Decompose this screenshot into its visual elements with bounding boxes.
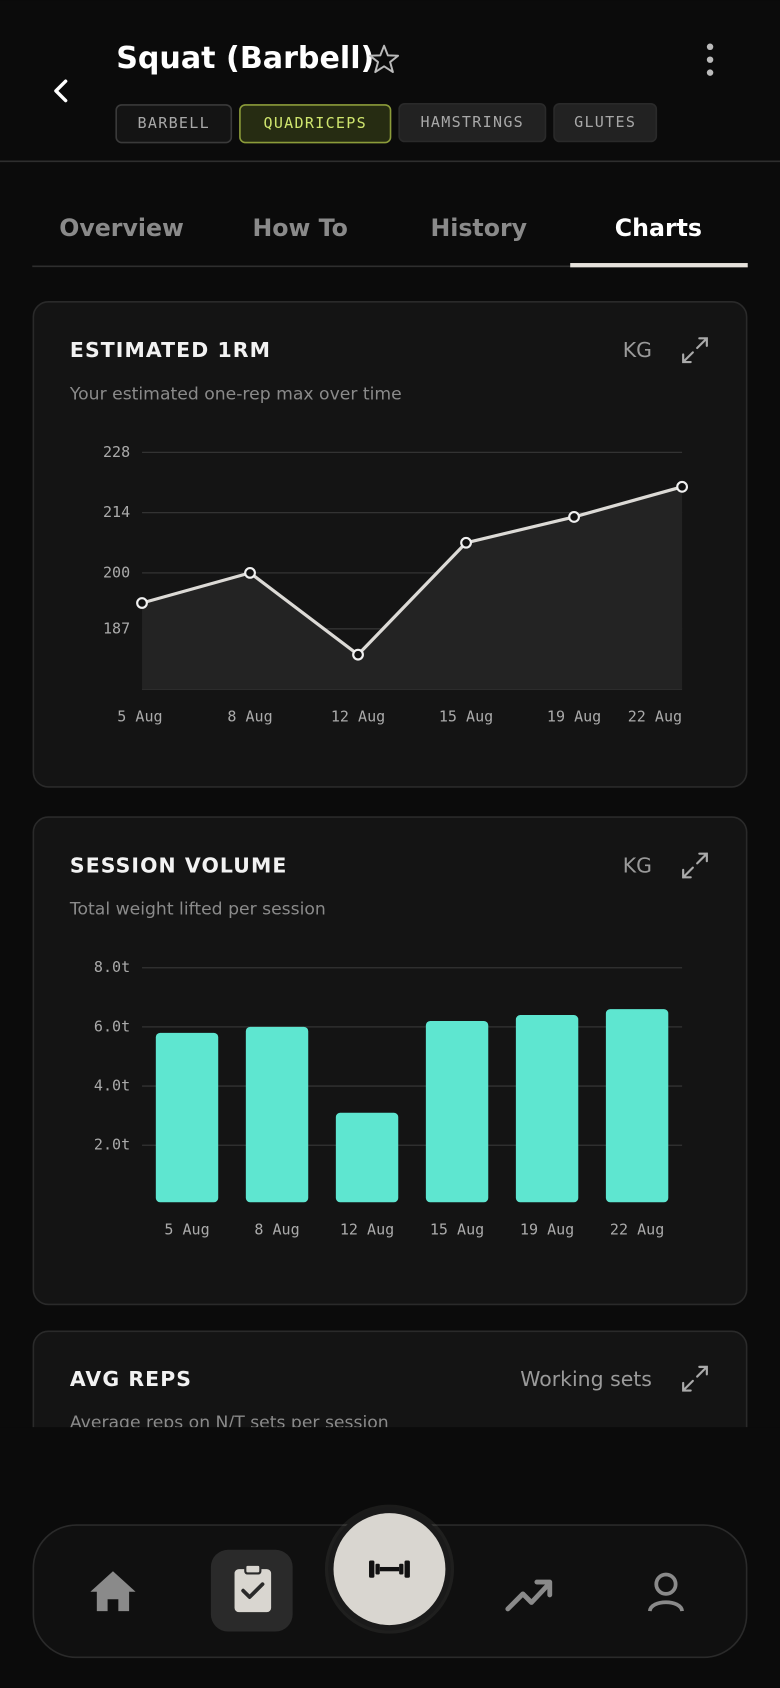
x-tick-label: 5 Aug — [117, 708, 162, 726]
active-tab-indicator — [570, 263, 748, 268]
x-tick-label: 15 Aug — [439, 708, 493, 726]
line — [141, 485, 683, 657]
tag-background — [398, 102, 547, 143]
bar — [425, 1020, 489, 1203]
muscle-tag: HAMSTRINGS — [398, 102, 547, 143]
x-tick-label: 22 Aug — [628, 708, 682, 726]
expand-button[interactable] — [682, 337, 708, 364]
tag-background — [239, 104, 392, 144]
tab[interactable]: How To — [252, 214, 347, 242]
x-tick-label: 15 Aug — [430, 1221, 484, 1239]
tag-background — [553, 102, 658, 143]
x-tick-label: 22 Aug — [610, 1221, 664, 1239]
muscle-tag: QUADRICEPS — [239, 104, 392, 144]
data-point — [244, 566, 256, 579]
x-tick-label: 12 Aug — [340, 1221, 394, 1239]
muscle-tag: BARBELL — [115, 104, 233, 144]
tag-label: BARBELL — [138, 114, 210, 132]
card-unit: KG — [623, 338, 652, 362]
tab[interactable]: Charts — [615, 214, 702, 242]
tab[interactable]: History — [430, 214, 527, 242]
tag-background — [115, 104, 233, 144]
y-tick-label: 6.0t — [94, 1017, 130, 1035]
chart-card: ESTIMATED 1RM KG Your estimated one-rep ma… — [32, 300, 748, 788]
data-point — [136, 597, 148, 609]
chart-card: SESSION VOLUME KG Total weight lifted per … — [32, 816, 748, 1306]
x-tick-label: 19 Aug — [547, 708, 601, 726]
data-point — [460, 536, 472, 549]
menu-button[interactable] — [706, 43, 714, 76]
nav-home[interactable] — [90, 1571, 136, 1612]
y-tick-label: 2.0t — [94, 1136, 130, 1154]
card-title: AVG REPS — [70, 1367, 192, 1391]
back-button[interactable] — [54, 79, 68, 103]
y-tick-label: 214 — [103, 503, 130, 521]
bar — [515, 1015, 579, 1203]
nav-profile[interactable] — [647, 1572, 684, 1612]
y-tick-label: 200 — [103, 563, 130, 581]
bar — [605, 1009, 669, 1203]
card-title: ESTIMATED 1RM — [70, 338, 271, 362]
y-tick-label: 8.0t — [94, 958, 130, 976]
y-tick-label: 4.0t — [94, 1077, 130, 1095]
x-tick-label: 12 Aug — [331, 708, 385, 726]
nav-start-workout[interactable] — [324, 1504, 455, 1634]
expand-button[interactable] — [682, 1365, 708, 1392]
x-tick-label: 5 Aug — [164, 1221, 209, 1239]
favorite-star[interactable] — [369, 44, 400, 74]
bar — [335, 1112, 399, 1203]
x-tick-label: 19 Aug — [520, 1221, 574, 1239]
nav-progress[interactable] — [505, 1579, 553, 1612]
area-fill — [142, 486, 683, 690]
muscle-tag: GLUTES — [553, 102, 658, 143]
card-unit: Working sets — [520, 1367, 652, 1391]
x-tick-label: 8 Aug — [227, 708, 272, 726]
card-title: SESSION VOLUME — [70, 854, 287, 878]
nav-workouts[interactable] — [210, 1549, 293, 1632]
x-tick-label: 8 Aug — [254, 1221, 299, 1239]
bottom-nav — [32, 1504, 748, 1659]
tab[interactable]: Overview — [59, 214, 184, 242]
data-point — [676, 480, 689, 493]
tag-label: QUADRICEPS — [263, 114, 367, 132]
expand-icon — [682, 337, 708, 364]
card-unit: KG — [623, 854, 652, 878]
exercise-title: Squat (Barbell) — [116, 41, 374, 76]
tag-label: HAMSTRINGS — [421, 113, 525, 131]
y-tick-label: 228 — [103, 443, 130, 461]
bar — [245, 1026, 309, 1203]
card-subtitle: Total weight lifted per session — [69, 900, 326, 920]
data-point — [352, 648, 364, 661]
data-point — [568, 511, 580, 523]
bar — [155, 1032, 219, 1203]
y-tick-label: 187 — [103, 619, 130, 637]
expand-button[interactable] — [682, 852, 708, 879]
tag-label: GLUTES — [574, 113, 636, 131]
expand-icon — [682, 852, 708, 879]
card-subtitle: Your estimated one-rep max over time — [69, 384, 402, 404]
